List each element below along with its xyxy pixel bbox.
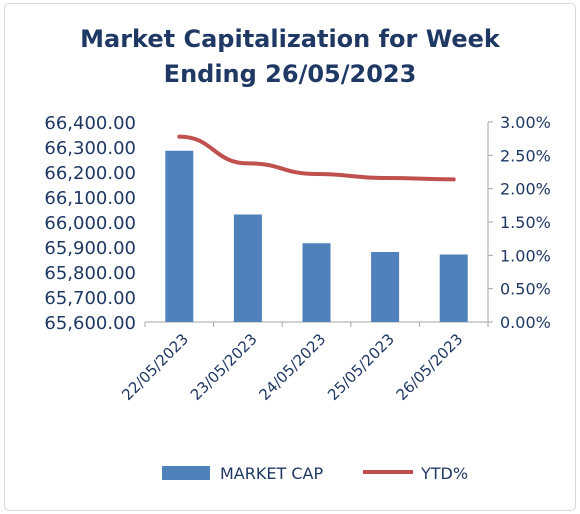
bar-market-cap [302,243,331,322]
left-axis-tick-label: 66,000.00 [44,213,136,234]
legend-swatch-market-cap [162,466,210,480]
legend-label-market-cap: MARKET CAP [220,464,323,483]
line-ytd-percent [177,134,456,182]
x-axis-tick-label: 22/05/2023 [118,330,192,404]
right-axis-tick-label: 1.50% [500,213,551,232]
left-axis-tick-label: 65,700.00 [44,288,136,309]
chart-title-line-1: Market Capitalization for Week [80,25,500,53]
left-axis-tick-label: 66,400.00 [44,113,136,134]
left-axis-tick-label: 66,300.00 [44,138,136,159]
chart-title: Market Capitalization for Week Ending 26… [0,22,580,92]
left-axis-tick-label: 65,800.00 [44,263,136,284]
right-axis-tick-label: 2.00% [500,180,551,199]
right-axis-tick-label: 1.00% [500,246,551,265]
x-axis-tick-label: 24/05/2023 [255,330,329,404]
bar-market-cap [233,214,262,322]
bar-market-cap [371,252,400,322]
bar-market-cap [439,254,468,322]
left-axis-tick-label: 65,900.00 [44,238,136,259]
left-axis-tick-label: 66,200.00 [44,163,136,184]
right-axis-tick-label: 3.00% [500,113,551,132]
legend-label-ytd: YTD% [420,464,468,483]
right-axis-tick-label: 2.50% [500,146,551,165]
x-axis-tick-label: 26/05/2023 [393,330,467,404]
x-axis-tick-label: 25/05/2023 [324,330,398,404]
left-axis-tick-label: 65,600.00 [44,313,136,334]
left-axis-tick-label: 66,100.00 [44,188,136,209]
right-axis-tick-label: 0.50% [500,280,551,299]
right-axis-tick-label: 0.00% [500,313,551,332]
chart-frame [4,3,576,511]
bar-market-cap [165,150,194,322]
chart-title-line-2: Ending 26/05/2023 [163,60,417,88]
x-axis-tick-label: 23/05/2023 [187,330,261,404]
